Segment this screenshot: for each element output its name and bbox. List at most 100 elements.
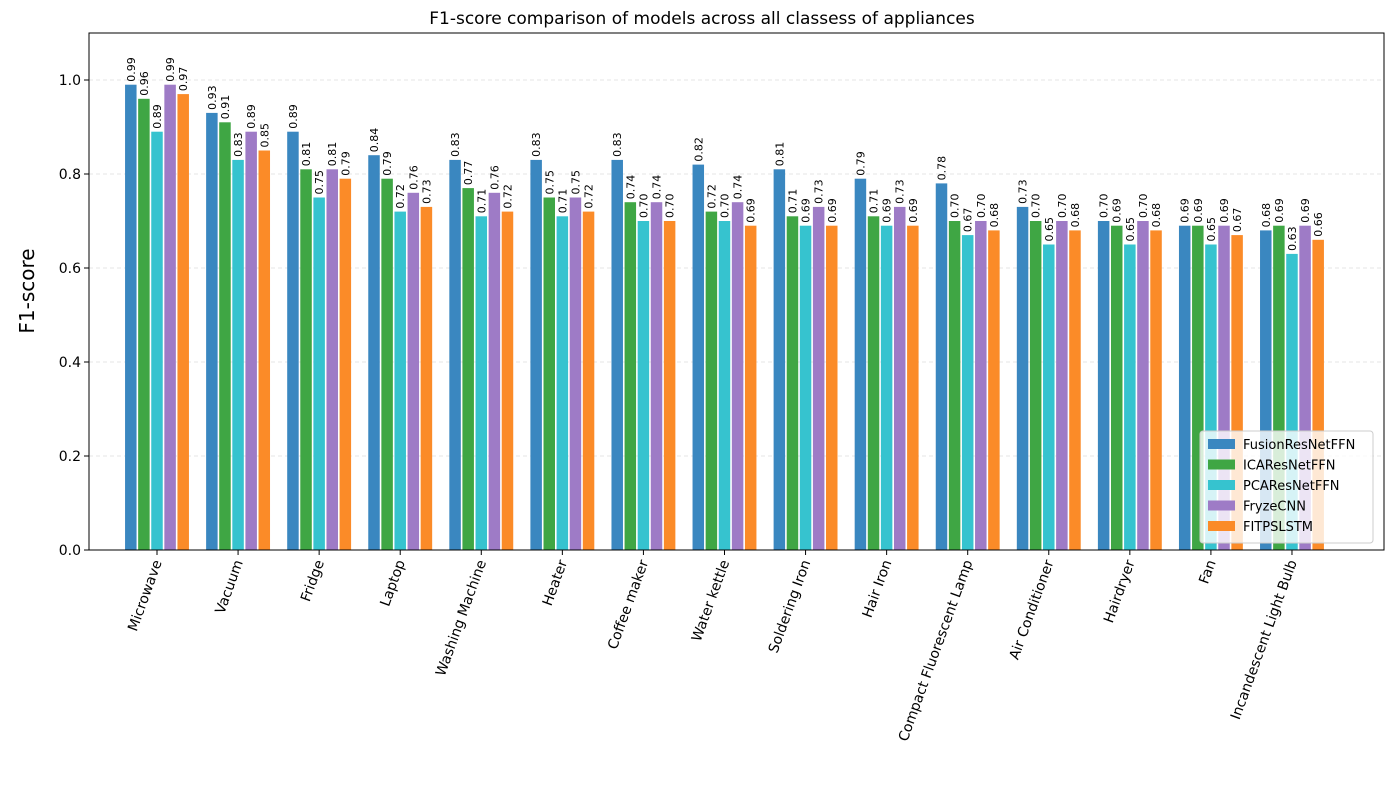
bar-value-label: 0.67 [962, 208, 975, 233]
bar-value-label: 0.68 [1069, 203, 1082, 228]
bar-value-label: 0.71 [786, 189, 799, 214]
y-tick-label: 0.8 [59, 167, 81, 183]
bar [462, 188, 474, 550]
bar-value-label: 0.69 [1179, 198, 1192, 223]
bar [718, 221, 731, 550]
bar-value-label: 0.75 [543, 170, 556, 195]
bar-value-label: 0.70 [664, 194, 677, 219]
bar-value-label: 0.81 [773, 142, 786, 167]
bar-value-label: 0.74 [732, 175, 745, 200]
y-axis-label: F1-score [15, 248, 39, 333]
bar-value-label: 0.67 [1231, 208, 1244, 233]
y-axis: 0.0 0.2 0.4 0.6 0.8 1.0 [59, 73, 89, 559]
bar-value-label: 0.66 [1312, 212, 1325, 237]
bar [650, 202, 663, 550]
bar-value-label: 0.69 [907, 198, 920, 223]
legend-swatch [1208, 439, 1235, 449]
bar [138, 98, 150, 551]
legend-entry-label: ICAResNetFFN [1243, 459, 1336, 474]
bar [219, 122, 231, 551]
bar-value-label: 0.70 [718, 194, 731, 219]
legend-entry-label: FryzeCNN [1243, 500, 1306, 515]
bar-value-label: 0.79 [854, 151, 867, 176]
bar-value-label: 0.81 [326, 142, 339, 167]
x-tick-label: Heater [540, 558, 571, 608]
bar [1205, 244, 1217, 550]
bar [935, 183, 948, 550]
x-tick-label: Fan [1196, 558, 1219, 586]
bar [1110, 225, 1123, 550]
bar [125, 84, 137, 550]
bar [1231, 235, 1243, 550]
bar-value-label: 0.72 [705, 184, 718, 209]
bar [663, 221, 676, 550]
bar-value-label: 0.85 [258, 123, 271, 148]
bar-value-label: 0.83 [449, 132, 462, 157]
bar-value-label: 0.73 [1017, 179, 1030, 204]
x-tick-label: Fridge [298, 558, 328, 604]
bar-value-label: 0.71 [475, 189, 488, 214]
bar [961, 235, 974, 550]
bar [1137, 221, 1149, 550]
bar-value-label: 0.81 [300, 142, 313, 167]
bar-value-label: 0.89 [245, 104, 258, 129]
bar [826, 225, 838, 550]
bar [543, 197, 555, 550]
bar-value-label: 0.76 [488, 165, 501, 190]
legend-entry-label: FITPSLSTM [1243, 520, 1313, 535]
bar-value-label: 0.71 [556, 189, 569, 214]
legend-entry-label: PCAResNetFFN [1243, 479, 1340, 494]
bar [258, 150, 271, 550]
legend: FusionResNetFFN ICAResNetFFN PCAResNetFFN F… [1199, 430, 1374, 544]
bar [381, 178, 393, 550]
bar [1260, 230, 1272, 550]
bar-value-label: 0.68 [988, 203, 1001, 228]
bar [624, 202, 637, 550]
bar-value-label: 0.70 [637, 194, 650, 219]
x-axis: Microwave Vacuum Fridge Laptop Washing Machi… [125, 550, 1301, 744]
bar-value-label: 0.72 [583, 184, 596, 209]
bar [368, 155, 380, 550]
x-tick-label: Compact Fluorescent Lamp [896, 558, 977, 744]
bar-value-label: 0.74 [651, 175, 664, 200]
bar-value-label: 0.93 [206, 85, 219, 110]
bar [1312, 239, 1324, 551]
bar [1178, 225, 1191, 550]
bar-value-label: 0.71 [868, 189, 881, 214]
bar-value-label: 0.69 [1218, 198, 1231, 223]
bar-value-label: 0.83 [530, 132, 543, 157]
bar [692, 164, 705, 550]
bar-value-label: 0.69 [1299, 198, 1312, 223]
bar-value-label: 0.70 [1030, 194, 1043, 219]
bar [1069, 230, 1081, 550]
bar [407, 192, 420, 551]
bar-value-label: 0.91 [219, 95, 232, 120]
bar [300, 169, 312, 551]
bar [326, 169, 338, 551]
bar-value-label: 0.99 [125, 57, 138, 82]
bar-value-label: 0.63 [1286, 226, 1299, 251]
bar-value-label: 0.69 [881, 198, 894, 223]
x-tick-label: Hairdryer [1101, 558, 1139, 626]
bar-value-label: 0.72 [394, 184, 407, 209]
y-tick-label: 1.0 [59, 73, 81, 89]
bar [1286, 253, 1298, 550]
bar [988, 230, 1000, 550]
bar [475, 216, 488, 551]
bar [948, 221, 961, 550]
bar-value-label: 0.84 [368, 128, 381, 153]
bar [1097, 221, 1110, 550]
bar [880, 225, 893, 550]
bar-value-label: 0.69 [1273, 198, 1286, 223]
bar [177, 94, 189, 550]
x-tick-label: Hair Iron [860, 558, 896, 620]
bar-value-label: 0.65 [1043, 217, 1056, 242]
bar-value-label: 0.75 [313, 170, 326, 195]
bar-value-label: 0.73 [894, 179, 907, 204]
bar-value-label: 0.82 [692, 137, 705, 162]
bar [151, 131, 163, 550]
bar [582, 211, 595, 550]
bar-value-label: 0.83 [611, 132, 624, 157]
bar [232, 159, 244, 550]
y-tick-label: 0.6 [59, 261, 81, 277]
